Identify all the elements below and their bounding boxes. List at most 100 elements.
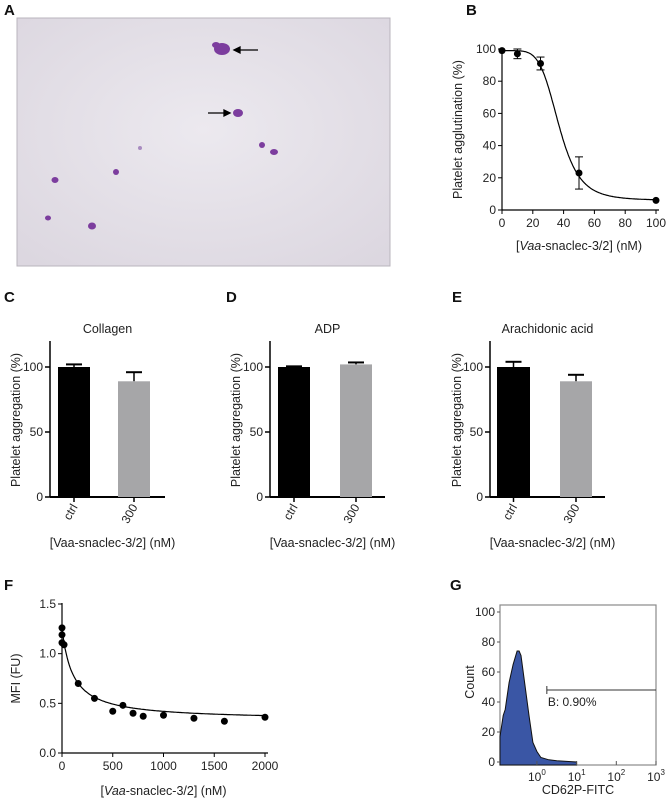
x-tick-label: 0 xyxy=(499,216,506,230)
y-tick-label: 1.0 xyxy=(39,647,56,661)
x-tick-exponent: 1 xyxy=(581,768,586,777)
platelet-cell xyxy=(259,142,265,148)
x-axis-label-part: -snaclec-3/2] (nM) xyxy=(126,784,227,798)
data-point xyxy=(261,713,269,721)
x-axis-label-part: -snaclec-3/2] (nM) xyxy=(541,239,642,253)
y-tick-label: 100 xyxy=(463,360,483,374)
platelet-cell xyxy=(212,42,220,48)
y-axis-label: Platelet aggregation (%) xyxy=(9,353,23,487)
micrograph xyxy=(16,17,391,267)
micrograph-frame xyxy=(16,17,391,267)
platelet-cell xyxy=(270,149,278,155)
platelet-cell xyxy=(88,222,96,230)
data-point xyxy=(513,50,521,58)
data-point xyxy=(58,624,66,632)
chart-panel-c: Collagen 0 50 100 ctrl 300 Platelet aggregatio… xyxy=(9,322,175,550)
chart-panel-f: 0.0 0.5 1.0 1.5 0 500 1000 1500 2000 MFI (FU) [Vaa… xyxy=(9,597,279,798)
panel-label-c: C xyxy=(4,289,15,306)
y-tick-label: 20 xyxy=(483,171,497,185)
platelet-cell xyxy=(45,215,51,221)
y-tick-label: 1.5 xyxy=(39,597,56,611)
data-point xyxy=(109,707,117,715)
y-tick-label: 50 xyxy=(470,425,484,439)
chart-panel-e: Arachidonic acid 0 50 100 ctrl 300 Platelet ag… xyxy=(450,322,615,550)
x-tick-label: 1500 xyxy=(201,759,228,773)
y-axis-label: Platelet agglutination (%) xyxy=(451,60,465,199)
x-tick-label: 101 xyxy=(568,768,586,784)
y-tick-label: 0 xyxy=(256,490,263,504)
x-tick-label: 1000 xyxy=(150,759,177,773)
bar-ctrl xyxy=(278,367,310,497)
y-tick-label: 50 xyxy=(250,425,264,439)
x-tick-base: 10 xyxy=(528,770,542,784)
data-point xyxy=(537,59,544,67)
y-tick-label: 0 xyxy=(488,755,495,769)
y-tick-label: 60 xyxy=(483,106,497,120)
x-axis-label: CD62P-FITC xyxy=(542,783,614,797)
y-tick-label: 100 xyxy=(475,605,495,619)
data-point xyxy=(129,709,137,717)
x-tick-label: 103 xyxy=(647,768,665,784)
x-tick-exponent: 3 xyxy=(660,768,665,777)
chart-title: Collagen xyxy=(83,322,132,336)
gate-label: B: 0.90% xyxy=(548,695,597,709)
data-point xyxy=(498,47,506,55)
bar-ctrl xyxy=(497,367,530,497)
x-tick-exponent: 0 xyxy=(541,768,546,777)
y-tick-label: 50 xyxy=(30,425,44,439)
x-axis-label: [Vaa-snaclec-3/2] (nM) xyxy=(270,536,396,550)
y-tick-label: 80 xyxy=(483,74,497,88)
panel-label-f: F xyxy=(4,577,13,594)
platelet-cell xyxy=(138,146,142,150)
bar-ctrl xyxy=(58,367,90,497)
x-axis-label: [Vaa-snaclec-3/2] (nM) xyxy=(516,239,642,253)
x-tick-label: 100 xyxy=(528,768,546,784)
x-tick-label: 2000 xyxy=(252,759,279,773)
platelet-cell xyxy=(51,177,59,183)
y-axis-label: Platelet aggregation (%) xyxy=(450,353,464,487)
x-axis-label: [Vaa-snaclec-3/2] (nM) xyxy=(490,536,616,550)
x-tick-label: 300 xyxy=(340,501,362,526)
y-tick-label: 100 xyxy=(23,360,43,374)
data-point xyxy=(575,169,583,177)
platelet-cell xyxy=(113,169,119,175)
chart-panel-b: 0 20 40 60 80 100 0 20 40 60 80 100 Platelet aggluti… xyxy=(451,42,666,253)
x-tick-label: 40 xyxy=(557,216,571,230)
y-tick-label: 40 xyxy=(483,139,497,153)
data-point xyxy=(119,701,127,709)
x-tick-label: 0 xyxy=(59,759,66,773)
x-axis-label-italic: Vaa xyxy=(519,239,541,253)
y-axis-label: Platelet aggregation (%) xyxy=(229,353,243,487)
data-point xyxy=(160,711,167,719)
arrowhead-icon xyxy=(223,108,232,118)
data-point xyxy=(60,641,68,649)
panel-label-a: A xyxy=(4,2,15,19)
x-tick-label: 300 xyxy=(560,501,582,526)
x-axis-label-part: [ xyxy=(516,239,520,253)
x-tick-base: 10 xyxy=(607,770,621,784)
x-tick-label: ctrl xyxy=(60,502,80,523)
panel-label-b: B xyxy=(466,2,477,19)
panel-label-d: D xyxy=(226,289,237,306)
y-tick-label: 80 xyxy=(482,635,496,649)
bar-300 xyxy=(118,381,150,497)
fit-curve xyxy=(61,627,266,717)
y-tick-label: 0.0 xyxy=(39,746,56,760)
x-tick-label: ctrl xyxy=(500,502,520,523)
y-tick-label: 0 xyxy=(36,490,43,504)
bar-300 xyxy=(560,381,592,497)
x-tick-label: 102 xyxy=(607,768,625,784)
x-tick-label: 60 xyxy=(588,216,602,230)
x-tick-label: 100 xyxy=(646,216,666,230)
data-point xyxy=(90,694,98,702)
chart-title: ADP xyxy=(315,322,341,336)
y-tick-label: 60 xyxy=(482,665,496,679)
data-point xyxy=(190,714,198,722)
y-tick-label: 40 xyxy=(482,695,496,709)
chart-title: Arachidonic acid xyxy=(502,322,594,336)
x-axis-label-italic: Vaa xyxy=(104,784,126,798)
x-axis-label: [Vaa-snaclec-3/2] (nM) xyxy=(50,536,176,550)
